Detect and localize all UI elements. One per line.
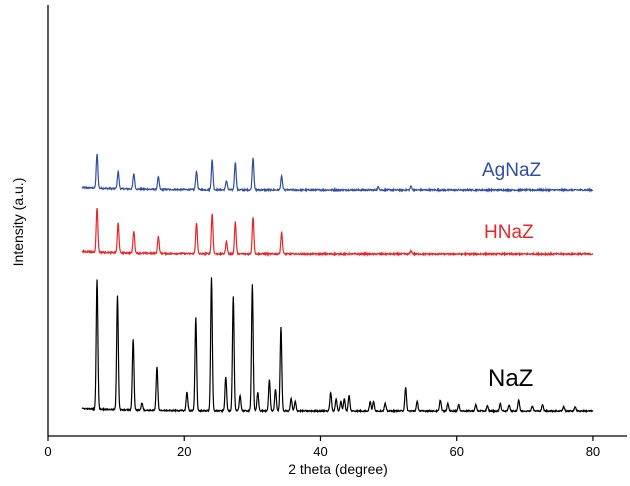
x-tick-label: 60 bbox=[449, 444, 463, 459]
x-tick-label: 40 bbox=[313, 444, 327, 459]
series-layer bbox=[81, 153, 594, 414]
y-axis-title: Intensity (a.u.) bbox=[10, 178, 26, 267]
x-tick-label: 80 bbox=[586, 444, 600, 459]
x-tick-label: 20 bbox=[177, 444, 191, 459]
series-line-agnaz bbox=[81, 153, 594, 194]
series-label-agnaz: AgNaZ bbox=[482, 160, 542, 181]
series-line-hnaz bbox=[81, 207, 594, 258]
plot-frame bbox=[47, 5, 627, 437]
series-labels: AgNaZ HNaZ NaZ bbox=[482, 160, 542, 392]
x-ticks: 0 20 40 60 80 bbox=[44, 436, 600, 459]
x-axis-title: 2 theta (degree) bbox=[288, 461, 388, 477]
x-tick-label: 0 bbox=[44, 444, 51, 459]
series-label-hnaz: HNaZ bbox=[484, 222, 534, 243]
series-line-naz bbox=[81, 277, 594, 414]
series-label-naz: NaZ bbox=[488, 365, 533, 392]
